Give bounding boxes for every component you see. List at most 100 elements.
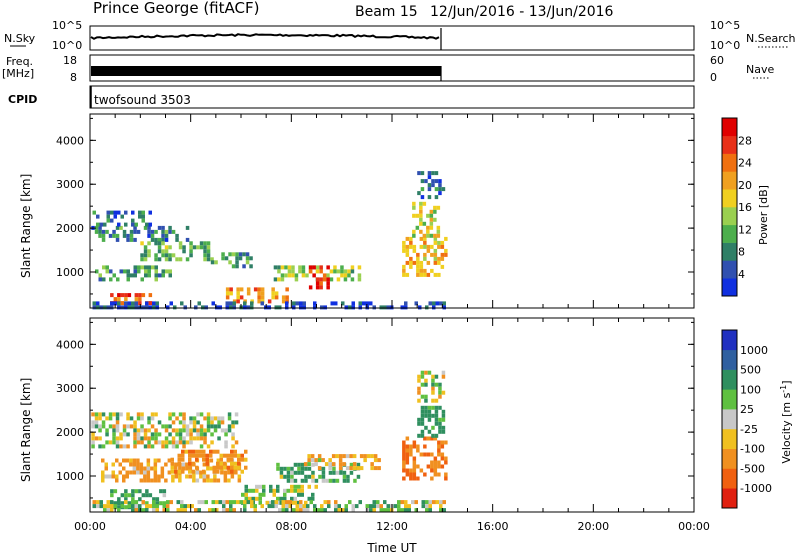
heatmap-cell: [304, 474, 308, 479]
heatmap-cell: [143, 428, 148, 433]
heatmap-cell: [240, 469, 244, 474]
heatmap-cell: [139, 478, 144, 483]
heatmap-cell: [405, 448, 410, 453]
heatmap-cell: [168, 229, 172, 234]
heatmap-cell: [129, 424, 134, 429]
heatmap-cell: [178, 432, 183, 437]
heatmap-cell: [236, 500, 240, 505]
heatmap-cell: [439, 508, 443, 513]
heatmap-cell: [235, 256, 239, 261]
heatmap-cell: [441, 409, 446, 414]
heatmap-cell: [281, 500, 285, 505]
heatmap-cell: [147, 436, 151, 441]
heatmap-cell: [348, 305, 352, 310]
heatmap-cell: [431, 374, 435, 379]
heatmap-cell: [115, 225, 120, 230]
heatmap-cell: [220, 420, 225, 425]
heatmap-cell: [292, 305, 296, 310]
heatmap-cell: [334, 504, 338, 509]
heatmap-cell: [418, 305, 422, 310]
heatmap-cell: [278, 305, 282, 310]
heatmap-cell: [299, 301, 303, 306]
heatmap-cell: [98, 428, 102, 433]
colorbar-segment: [722, 242, 737, 261]
heatmap-cell: [441, 187, 446, 192]
colorbar-segment: [722, 349, 737, 370]
heatmap-cell: [137, 265, 141, 270]
heatmap-cell: [112, 432, 116, 437]
heatmap-cell: [351, 504, 355, 509]
heatmap-cell: [326, 277, 330, 282]
heatmap-cell: [98, 424, 102, 429]
heatmap-cell: [218, 500, 222, 505]
heatmap-cell: [105, 432, 109, 437]
heatmap-cell: [110, 489, 114, 494]
heatmap-cell: [419, 217, 423, 222]
heatmap-cell: [112, 229, 116, 234]
heatmap-cell: [133, 225, 137, 230]
heatmap-cell: [150, 478, 154, 483]
heatmap-cell: [180, 500, 184, 505]
heatmap-cell: [429, 225, 434, 230]
heatmap-cell: [302, 305, 306, 310]
heatmap-cell: [161, 273, 165, 278]
heatmap-cell: [230, 469, 234, 474]
heatmap-cell: [423, 256, 427, 261]
heatmap-cell: [306, 504, 310, 509]
heatmap-cell: [154, 265, 158, 270]
heatmap-cell: [314, 458, 318, 463]
heatmap-cell: [101, 229, 106, 234]
heatmap-cell: [161, 225, 165, 230]
heatmap-cell: [133, 432, 137, 437]
heatmap-cell: [437, 444, 441, 449]
heatmap-cell: [439, 504, 443, 509]
heatmap-cell: [210, 260, 215, 265]
heatmap-cell: [139, 462, 144, 467]
heatmap-cell: [345, 466, 350, 471]
heatmap-cell: [183, 305, 187, 310]
heatmap-cell: [442, 301, 446, 306]
heatmap-cell: [243, 504, 247, 509]
heatmap-cell: [331, 454, 336, 459]
heatmap-cell: [311, 474, 315, 479]
colorbar-segment: [722, 260, 737, 279]
heatmap-cell: [237, 478, 242, 483]
heatmap-cell: [147, 444, 151, 449]
heatmap-cell: [419, 213, 423, 218]
heatmap-cell: [286, 478, 291, 483]
velocity-colorbar-label: Velocity [m s-1]: [779, 380, 793, 463]
heatmap-cell: [402, 456, 406, 461]
heatmap-cell: [342, 474, 347, 479]
heatmap-cell: [250, 305, 254, 310]
heatmap-cell: [117, 497, 121, 502]
heatmap-cell: [127, 493, 132, 498]
heatmap-cell: [178, 436, 183, 441]
heatmap-cell: [220, 470, 224, 475]
heatmap-cell: [131, 222, 135, 227]
heatmap-cell: [437, 260, 441, 265]
heatmap-cell: [437, 452, 441, 457]
heatmap-cell: [161, 424, 165, 429]
heatmap-cell: [311, 462, 315, 467]
heatmap-cell: [235, 252, 239, 257]
heatmap-cell: [383, 508, 387, 513]
heatmap-cell: [113, 214, 117, 219]
heatmap-cell: [237, 465, 241, 470]
heatmap-cell: [195, 453, 199, 458]
heatmap-cell: [94, 229, 99, 234]
heatmap-cell: [136, 440, 141, 445]
heatmap-cell: [350, 265, 355, 270]
heatmap-cell: [168, 269, 172, 274]
heatmap-cell: [196, 428, 200, 433]
heatmap-cell: [147, 229, 151, 234]
heatmap-cell: [277, 269, 281, 274]
x-tick-label: 00:00: [74, 520, 106, 533]
heatmap-cell: [423, 472, 427, 477]
heatmap-cell: [168, 257, 172, 262]
heatmap-cell: [208, 508, 212, 513]
heatmap-cell: [326, 285, 330, 290]
heatmap-cell: [188, 449, 192, 454]
noise-left-tick-bottom: 10^0: [52, 39, 82, 52]
heatmap-cell: [164, 249, 169, 254]
heatmap-cell: [115, 420, 120, 425]
